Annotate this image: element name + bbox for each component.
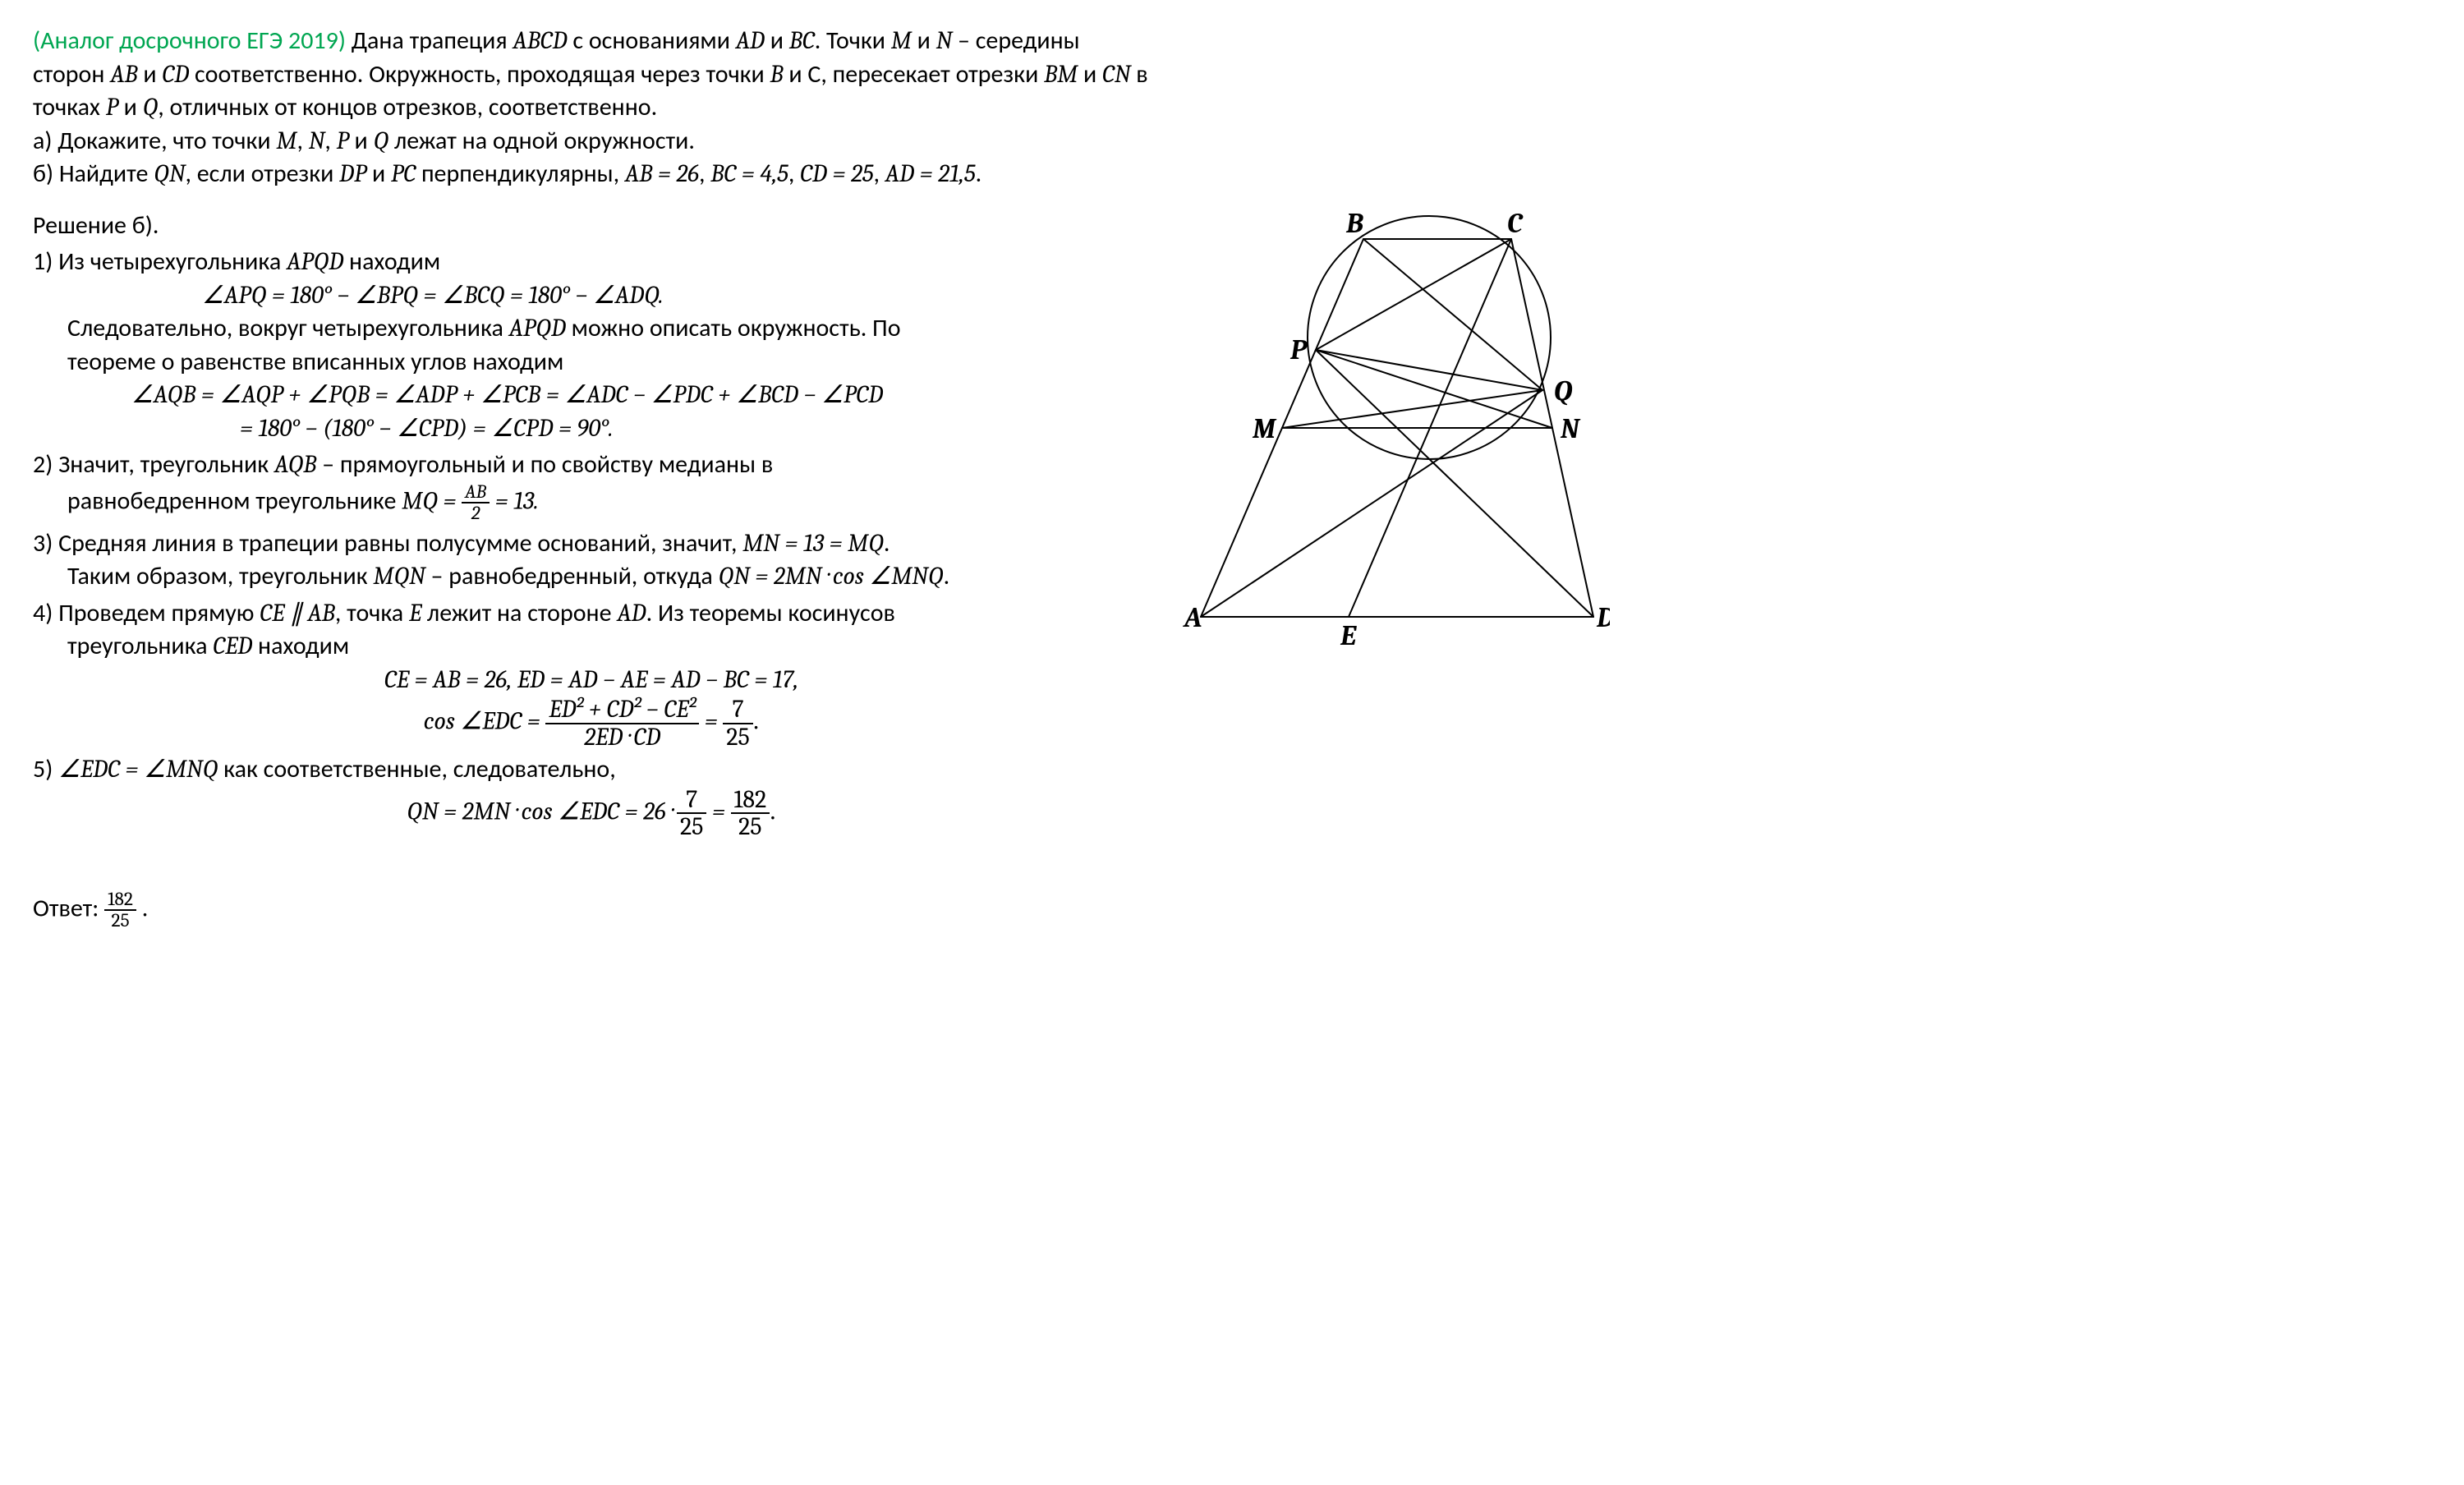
problem-part-b: б) Найдите QN, если отрезки DP и PC перп…	[33, 158, 1347, 191]
step-1-eq1: ∠APQ = 180° − ∠BPQ = ∠BCQ = 180° − ∠ADQ.	[33, 279, 1150, 313]
svg-text:D: D	[1596, 601, 1610, 634]
problem-part-a: а) Докажите, что точки M, N, P и Q лежат…	[33, 125, 1347, 159]
step-1-eq3: = 180° − (180° − ∠CPD) = ∠CPD = 90°.	[33, 412, 1150, 446]
solution: Решение б). 1) Из четырехугольника APQD …	[33, 206, 1150, 931]
step-4-eq1: CE = AB = 26, ED = AD − AE = AD − BC = 1…	[33, 664, 1150, 697]
problem-line-1: (Аналог досрочного ЕГЭ 2019) Дана трапец…	[33, 25, 1347, 58]
step-4-eq2: cos ∠EDC = ED² + CD² − CE²2ED · CD = 725…	[33, 697, 1150, 750]
fraction: 18225	[104, 890, 136, 931]
answer: Ответ: 18225 .	[33, 890, 1150, 931]
problem-line-3: точках P и Q, отличных от концов отрезко…	[33, 91, 1347, 125]
svg-text:N: N	[1560, 412, 1581, 445]
step-1: 1) Из четырехугольника APQD находим	[33, 246, 1150, 279]
svg-text:A: A	[1183, 601, 1202, 634]
solution-header: Решение б).	[33, 209, 1150, 243]
svg-text:C: C	[1507, 207, 1524, 240]
step-2: 2) Значит, треугольник AQB – прямоугольн…	[33, 448, 1150, 482]
step-1-text3: теореме о равенстве вписанных углов нахо…	[33, 346, 1150, 379]
step-2-line2: равнобедренном треугольнике MQ = AB2 = 1…	[33, 482, 1150, 524]
problem-line-2: сторон AB и CD соответственно. Окружност…	[33, 58, 1347, 92]
step-5: 5) ∠EDC = ∠MNQ как соответственные, след…	[33, 753, 1150, 787]
step-4-line2: треугольника CED находим	[33, 630, 1150, 664]
step-4: 4) Проведем прямую CE ∥ AB, точка E лежи…	[33, 597, 1150, 631]
intro-label: (Аналог досрочного ЕГЭ 2019)	[33, 25, 346, 56]
fraction: ED² + CD² − CE²2ED · CD	[545, 697, 699, 750]
step-1-text2: Следовательно, вокруг четырехугольника A…	[33, 312, 1150, 346]
step-5-eq: QN = 2MN · cos ∠EDC = 26 · 725 = 18225.	[33, 787, 1150, 840]
svg-text:P: P	[1289, 333, 1308, 366]
step-3: 3) Средняя линия в трапеции равны полусу…	[33, 527, 1150, 561]
figure-svg: A B C D M N P Q E	[1183, 206, 1610, 666]
svg-text:B: B	[1345, 207, 1363, 240]
svg-text:Q: Q	[1554, 375, 1573, 407]
step-3-line2: Таким образом, треугольник MQN – равнобе…	[33, 560, 1150, 594]
svg-text:E: E	[1340, 619, 1357, 652]
problem-statement: (Аналог досрочного ЕГЭ 2019) Дана трапец…	[33, 25, 1347, 191]
fraction: 18225	[731, 787, 770, 840]
fraction: AB2	[462, 482, 490, 524]
fraction: 725	[723, 697, 752, 750]
step-1-eq2: ∠AQB = ∠AQP + ∠PQB = ∠ADP + ∠PCB = ∠ADC …	[33, 379, 1150, 412]
svg-text:M: M	[1252, 412, 1277, 445]
fraction: 725	[677, 787, 706, 840]
geometry-figure: A B C D M N P Q E	[1183, 206, 1610, 931]
